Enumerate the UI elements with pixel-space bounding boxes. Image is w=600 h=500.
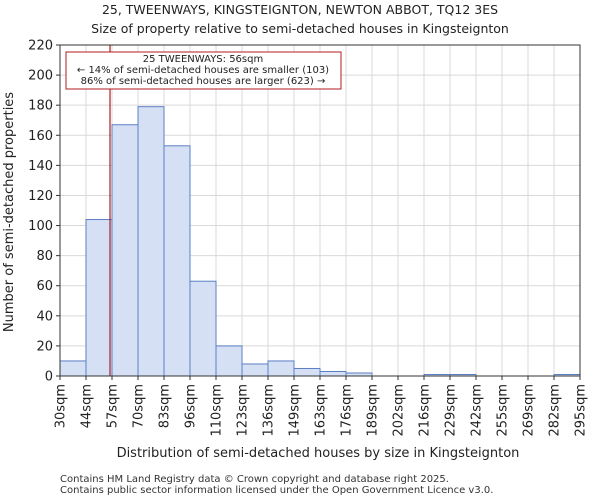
annotation-line-1: 25 TWEENWAYS: 56sqm: [143, 54, 263, 65]
y-tick-label-40: 40: [36, 309, 53, 324]
y-tick-label-0: 0: [45, 370, 53, 385]
annotation-border: [65, 51, 342, 90]
annotation-box: 25 TWEENWAYS: 56sqm ← 14% of semi-detach…: [65, 51, 342, 90]
x-tick-label-282sqm: 282sqm: [548, 384, 563, 437]
bar-136sqm: [267, 360, 295, 377]
bar-96sqm: [189, 280, 217, 377]
annotation-line-2: ← 14% of semi-detached houses are smalle…: [77, 65, 329, 76]
x-tick-label-110sqm: 110sqm: [210, 384, 225, 437]
x-tick-label-123sqm: 123sqm: [236, 384, 251, 437]
bars: [59, 106, 581, 377]
plot-frame: [59, 44, 581, 377]
y-tick-label-20: 20: [36, 339, 53, 354]
x-tick-label-44sqm: 44sqm: [80, 384, 95, 428]
y-tick-label-60: 60: [36, 279, 53, 294]
bar-123sqm: [241, 363, 269, 377]
x-tick-label-295sqm: 295sqm: [574, 384, 589, 437]
bar-83sqm: [163, 145, 191, 377]
chart-subtitle: Size of property relative to semi-detach…: [91, 21, 509, 36]
chart-title: 25, TWEENWAYS, KINGSTEIGNTON, NEWTON ABB…: [102, 2, 498, 17]
bar-44sqm: [85, 219, 113, 377]
x-tick-label-83sqm: 83sqm: [158, 384, 173, 428]
y-axis-label: Number of semi-detached properties: [2, 92, 17, 332]
y-tick-label-140: 140: [28, 159, 53, 174]
y-tick-label-180: 180: [28, 99, 53, 114]
x-tick-label-136sqm: 136sqm: [262, 384, 277, 437]
bar-149sqm: [293, 367, 321, 377]
footer-line-1: Contains HM Land Registry data © Crown c…: [60, 474, 449, 485]
x-tick-label-216sqm: 216sqm: [418, 384, 433, 437]
bar-70sqm: [137, 106, 165, 377]
x-tick-label-149sqm: 149sqm: [288, 384, 303, 437]
x-tick-label-202sqm: 202sqm: [392, 384, 407, 437]
x-tick-label-30sqm: 30sqm: [54, 384, 69, 428]
y-tick-label-200: 200: [28, 69, 53, 84]
x-tick-label-96sqm: 96sqm: [184, 384, 199, 428]
bar-57sqm: [111, 124, 139, 377]
y-tick-label-220: 220: [28, 39, 53, 54]
footer-line-2: Contains public sector information licen…: [60, 485, 493, 496]
y-tick-label-80: 80: [36, 249, 53, 264]
x-tick-label-269sqm: 269sqm: [522, 384, 537, 437]
y-tick-label-160: 160: [28, 129, 53, 144]
bar-163sqm: [319, 370, 347, 377]
x-tick-label-57sqm: 57sqm: [106, 384, 121, 428]
y-tick-label-120: 120: [28, 189, 53, 204]
x-tick-label-176sqm: 176sqm: [340, 384, 355, 437]
annotation-line-3: 86% of semi-detached houses are larger (…: [81, 76, 326, 87]
x-tick-label-163sqm: 163sqm: [314, 384, 329, 437]
x-tick-label-189sqm: 189sqm: [366, 384, 381, 437]
x-tick-label-255sqm: 255sqm: [496, 384, 511, 437]
x-axis-label: Distribution of semi-detached houses by …: [117, 446, 520, 461]
y-axis-ticks: 0 20 40 60 80 100 120 140 160 180 200 220: [28, 39, 60, 385]
x-tick-label-242sqm: 242sqm: [470, 384, 485, 437]
x-axis-ticks: 30sqm 44sqm 57sqm 70sqm 83sqm 96sqm 110sqm 123s…: [54, 376, 589, 437]
x-tick-label-70sqm: 70sqm: [132, 384, 147, 428]
bar-110sqm: [215, 345, 243, 377]
y-tick-label-100: 100: [28, 219, 53, 234]
bar-30sqm: [59, 360, 87, 377]
x-tick-label-229sqm: 229sqm: [444, 384, 459, 437]
